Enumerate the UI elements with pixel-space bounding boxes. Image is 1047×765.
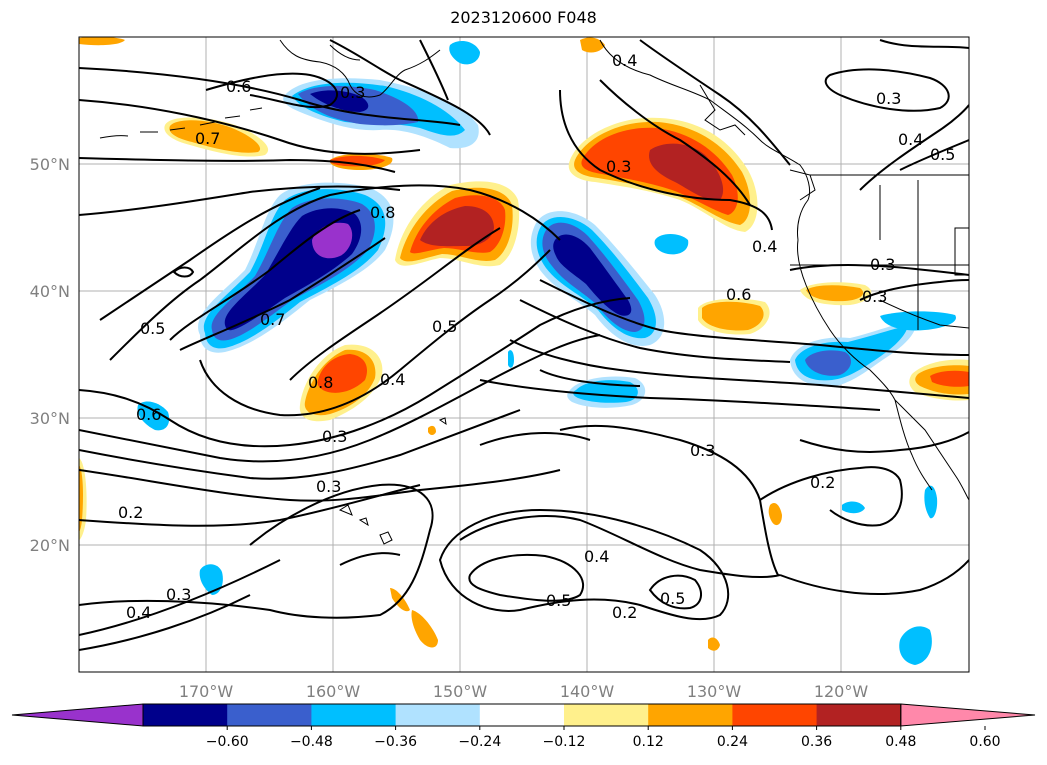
colorbar-segment bbox=[732, 704, 818, 726]
contour-label: 0.6 bbox=[226, 77, 251, 96]
contour-label: 0.5 bbox=[140, 319, 165, 338]
contour-label: 0.2 bbox=[810, 473, 835, 492]
contour-label: 0.5 bbox=[546, 591, 571, 610]
longitude-labels: 170°W 160°W 150°W 140°W 130°W 120°W bbox=[179, 682, 869, 701]
contour-label: 0.3 bbox=[876, 89, 901, 108]
colorbar-extend-min bbox=[11, 703, 144, 727]
contour-lines bbox=[79, 39, 969, 651]
contour-label: 0.8 bbox=[370, 203, 395, 222]
lon-tick-label: 170°W bbox=[179, 682, 234, 701]
contour-label: 0.2 bbox=[118, 503, 143, 522]
lat-tick-label: 50°N bbox=[30, 155, 70, 174]
lat-tick-label: 40°N bbox=[30, 282, 70, 301]
contour-label: 0.3 bbox=[870, 255, 895, 274]
colorbar-tick-label: −0.36 bbox=[374, 734, 417, 750]
map-plot-area bbox=[79, 37, 969, 672]
contour-label: 0.2 bbox=[612, 603, 637, 622]
positive-anomaly-fills bbox=[79, 37, 969, 651]
lon-tick-label: 150°W bbox=[433, 682, 488, 701]
contour-label: 0.7 bbox=[260, 310, 285, 329]
colorbar: −0.60 −0.48 −0.36 −0.24 −0.12 0.12 0.24 0.36 0.4… bbox=[11, 703, 1036, 750]
contour-label: 0.8 bbox=[308, 373, 333, 392]
colorbar-segment bbox=[479, 704, 565, 726]
contour-label: 0.5 bbox=[432, 317, 457, 336]
colorbar-frame bbox=[142, 703, 902, 727]
colorbar-tick-label: 0.12 bbox=[633, 734, 664, 750]
contour-label: 0.5 bbox=[660, 589, 685, 608]
colorbar-tick-label: −0.12 bbox=[543, 734, 586, 750]
colorbar-tick-label: 0.24 bbox=[717, 734, 748, 750]
contour-label: 0.3 bbox=[166, 585, 191, 604]
lon-tick-label: 140°W bbox=[560, 682, 615, 701]
plot-frame bbox=[78, 36, 970, 673]
contour-label: 0.4 bbox=[584, 547, 609, 566]
colorbar-tick-label: 0.36 bbox=[801, 734, 832, 750]
colorbar-tick-label: −0.60 bbox=[206, 734, 249, 750]
contour-label: 0.3 bbox=[862, 287, 887, 306]
contour-label: 0.5 bbox=[930, 145, 955, 164]
colorbar-tick-label: 0.60 bbox=[969, 734, 1000, 750]
contour-label: 0.3 bbox=[322, 427, 347, 446]
contour-label: 0.7 bbox=[195, 129, 220, 148]
contour-label: 0.3 bbox=[690, 441, 715, 460]
colorbar-tick-label: −0.24 bbox=[458, 734, 501, 750]
contour-label: 0.4 bbox=[126, 603, 151, 622]
colorbar-segment bbox=[564, 704, 649, 726]
contour-label: 0.6 bbox=[136, 405, 161, 424]
colorbar-segment bbox=[395, 704, 481, 726]
contour-label: 0.4 bbox=[612, 51, 637, 70]
negative-anomaly-fills bbox=[137, 40, 956, 665]
colorbar-extend-max bbox=[900, 703, 1036, 727]
contour-label: 0.4 bbox=[752, 237, 777, 256]
lon-tick-label: 160°W bbox=[306, 682, 361, 701]
lat-tick-label: 30°N bbox=[30, 409, 70, 428]
colorbar-tick-label: −0.48 bbox=[290, 734, 333, 750]
map-title: 2023120600 F048 bbox=[450, 8, 597, 27]
colorbar-segment bbox=[816, 704, 902, 726]
colorbar-segment bbox=[648, 704, 733, 726]
contour-label: 0.3 bbox=[340, 83, 365, 102]
contour-label: 0.4 bbox=[898, 130, 923, 149]
colorbar-segment bbox=[311, 704, 397, 726]
contour-label: 0.3 bbox=[316, 477, 341, 496]
contour-label: 0.6 bbox=[726, 285, 751, 304]
contour-label: 0.4 bbox=[380, 370, 405, 389]
lat-tick-label: 20°N bbox=[30, 536, 70, 555]
latitude-labels: 50°N 40°N 30°N 20°N bbox=[30, 155, 70, 555]
colorbar-segment bbox=[143, 704, 228, 726]
lon-tick-label: 120°W bbox=[814, 682, 869, 701]
contour-label: 0.3 bbox=[606, 157, 631, 176]
coastlines bbox=[99, 39, 969, 545]
colorbar-segment bbox=[227, 704, 312, 726]
colorbar-tick-label: 0.48 bbox=[885, 734, 916, 750]
contour-labels: 0.6 0.3 0.7 0.8 0.5 0.7 0.8 0.4 0.3 0.3 … bbox=[118, 51, 955, 622]
lon-tick-label: 130°W bbox=[687, 682, 742, 701]
